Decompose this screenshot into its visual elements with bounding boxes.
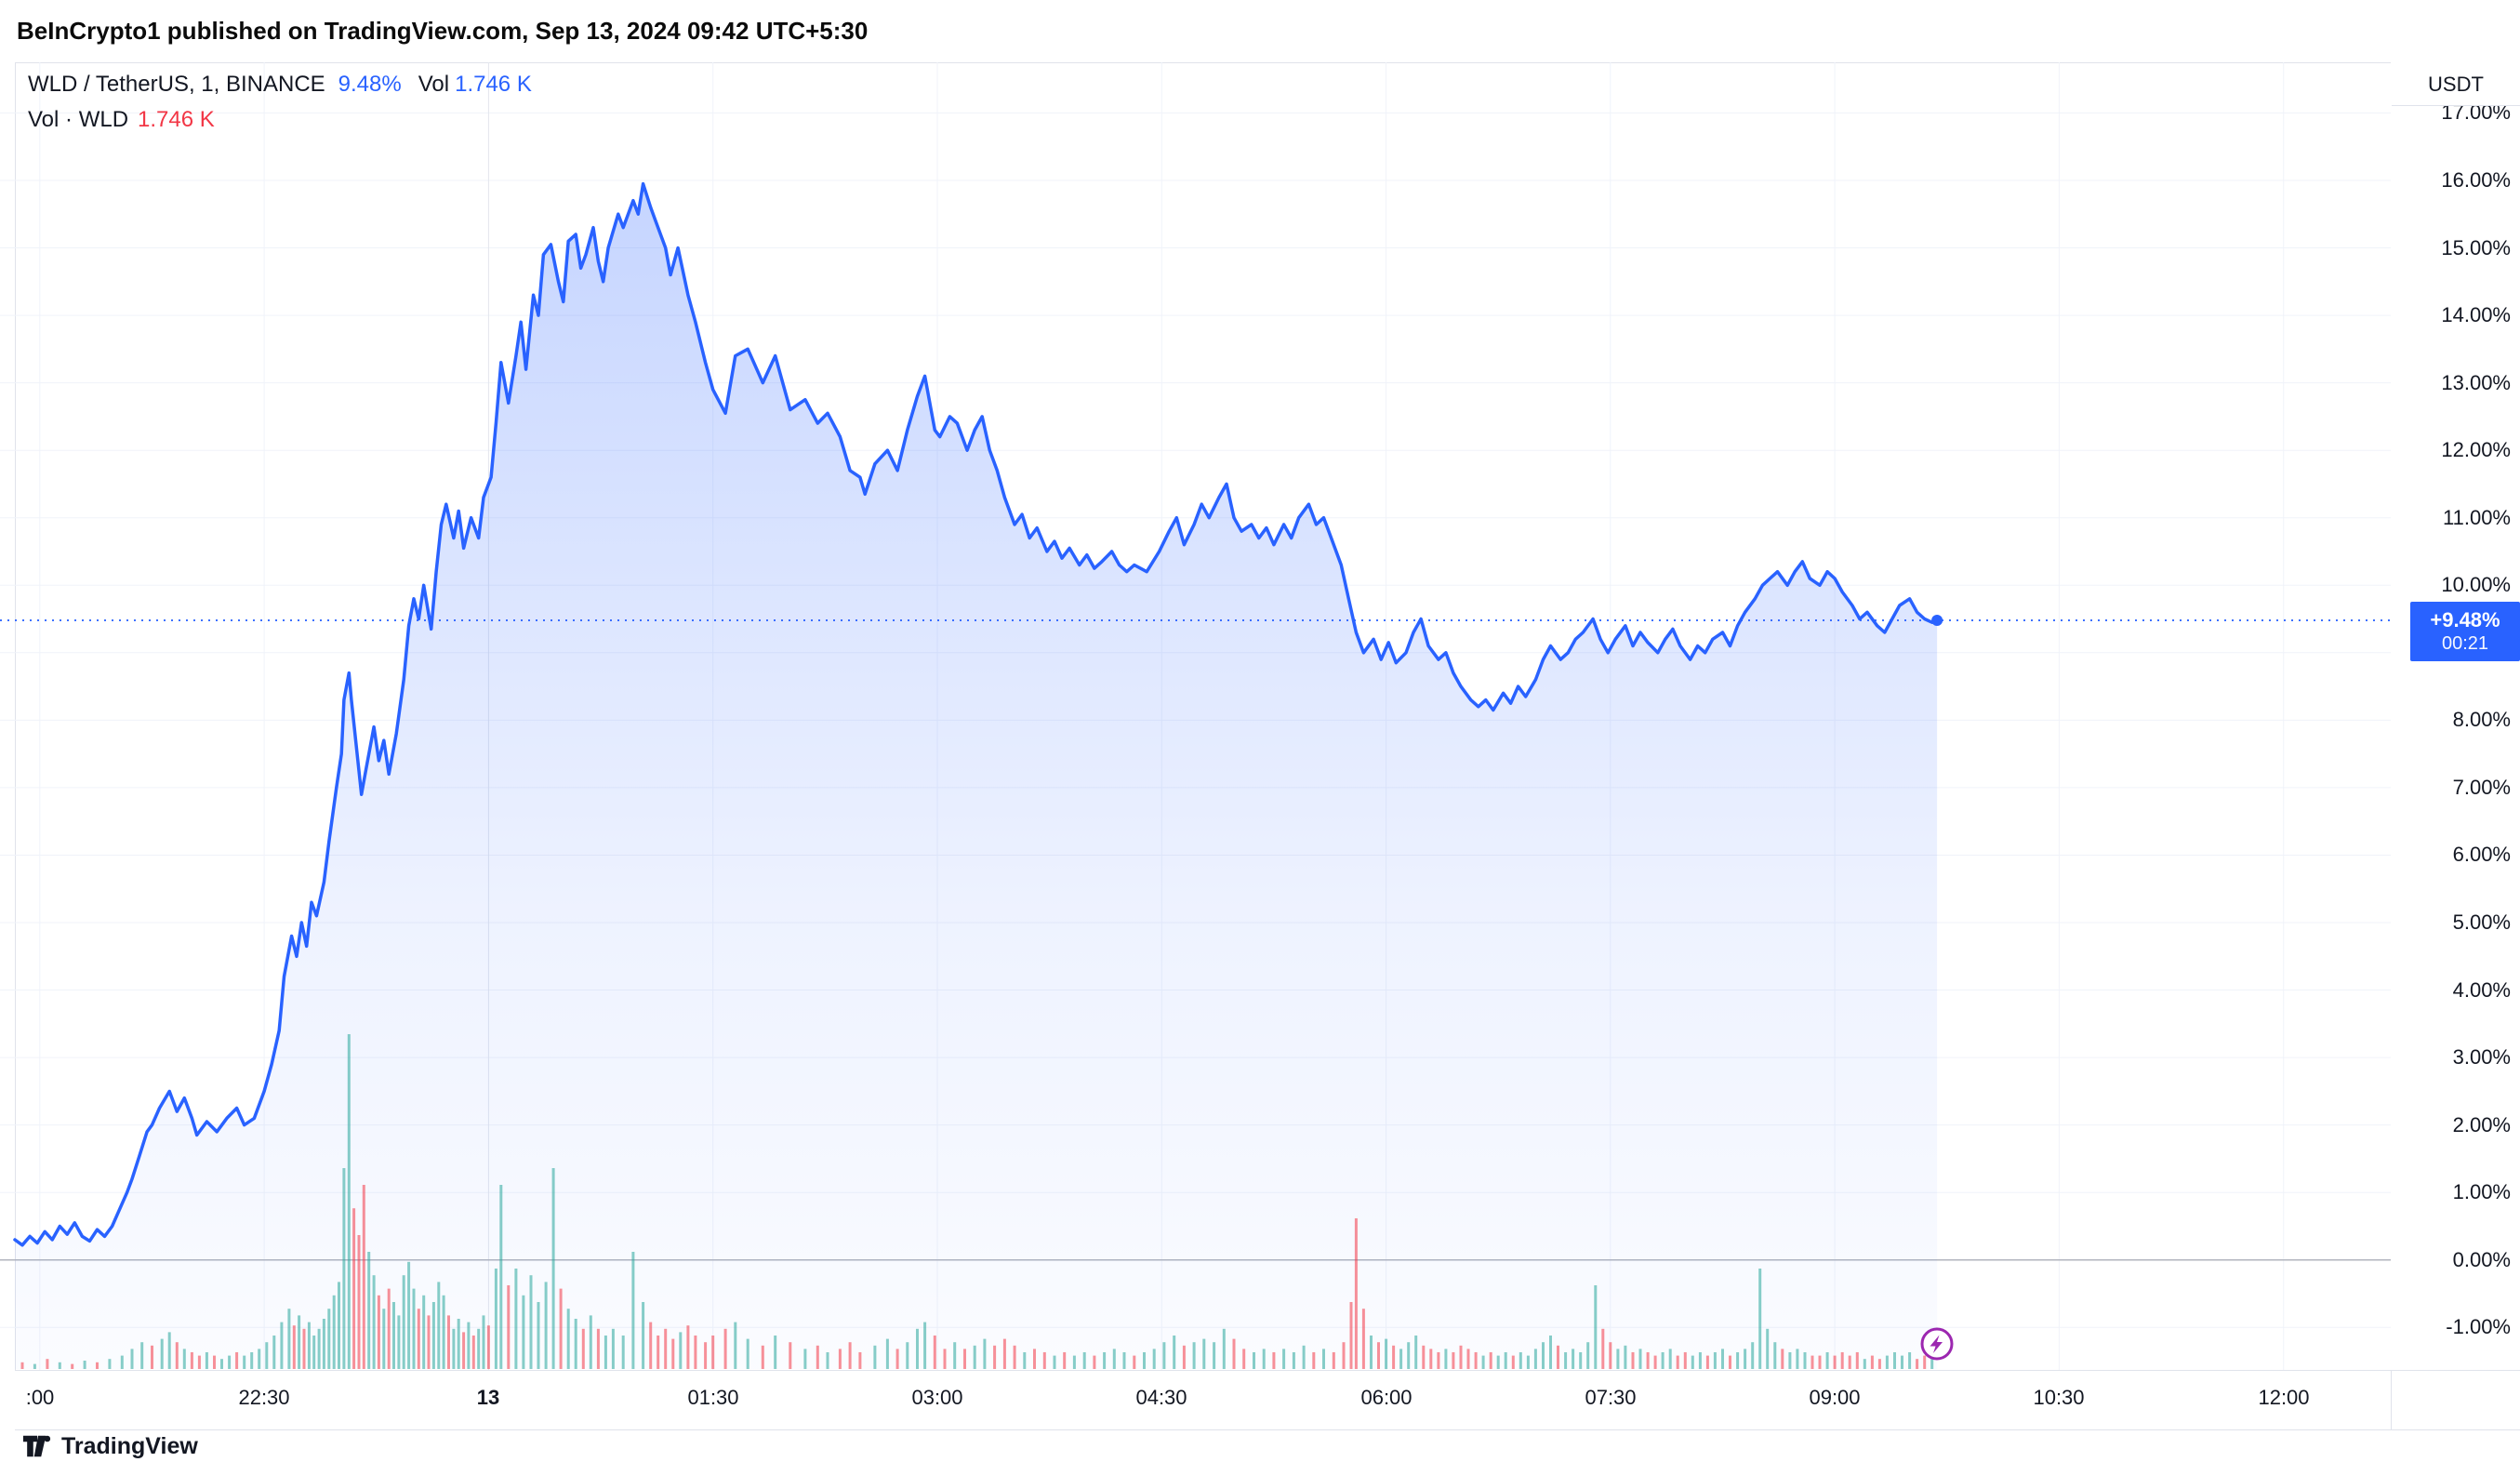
legend-row-volume: Vol · WLD 1.746 K — [28, 106, 532, 134]
time-axis[interactable]: :00 22:30 13 01:30 03:00 04:30 06:00 07:30 09:00… — [0, 1371, 2391, 1429]
time-tick-label: 09:00 — [1809, 1386, 1861, 1409]
volume-label: Vol — [418, 72, 450, 97]
price-tick-label: 10.00% — [2441, 573, 2511, 597]
price-tick-label: 4.00% — [2452, 977, 2511, 1002]
price-tick-label: 5.00% — [2452, 910, 2511, 934]
time-tick-label: 10:30 — [2033, 1386, 2085, 1409]
time-tick-label: 22:30 — [238, 1386, 290, 1409]
price-tick-label: 0.00% — [2452, 1247, 2511, 1271]
chart-border-bottom — [15, 1429, 2520, 1430]
price-tick-label: 7.00% — [2452, 775, 2511, 799]
price-tick-label: 6.00% — [2452, 843, 2511, 867]
time-axis-border — [15, 1370, 2520, 1371]
chart-border-left — [15, 62, 16, 1429]
time-tick-label: 12:00 — [2258, 1386, 2310, 1409]
time-tick-label: 13 — [476, 1386, 500, 1409]
current-price-value: +9.48% — [2430, 608, 2500, 631]
symbol-title[interactable]: WLD / TetherUS, 1, BINANCE — [28, 72, 325, 97]
flash-icon[interactable] — [1917, 1323, 1957, 1364]
time-tick-label: :00 — [25, 1386, 55, 1409]
volume-study-value: 1.746 K — [138, 107, 215, 132]
time-tick-label: 07:30 — [1585, 1386, 1637, 1409]
axis-corner-cell — [2392, 1371, 2520, 1429]
change-percent-value: 9.48% — [338, 72, 402, 97]
tradingview-attribution[interactable]: TradingView — [22, 1432, 198, 1460]
tradingview-wordmark: TradingView — [61, 1432, 198, 1459]
time-tick-label: 01:30 — [687, 1386, 739, 1409]
chart-border-top — [15, 62, 2520, 63]
chart-legend: WLD / TetherUS, 1, BINANCE 9.48% Vol 1.7… — [28, 71, 532, 134]
tradingview-logo-icon — [22, 1435, 51, 1457]
price-line — [13, 181, 1939, 1247]
volume-study-title[interactable]: Vol · WLD — [28, 107, 129, 132]
price-tick-label: 13.00% — [2441, 370, 2511, 394]
price-axis[interactable]: 17.00% 16.00% 15.00% 14.00% 13.00% 12.00% 11.0… — [2391, 62, 2520, 1370]
area-fill — [15, 183, 1938, 1370]
volume-bars — [20, 1034, 1934, 1369]
price-tick-label: 14.00% — [2441, 303, 2511, 327]
price-tick-label: 12.00% — [2441, 438, 2511, 462]
price-tick-label: 8.00% — [2452, 708, 2511, 732]
price-tick-label: 3.00% — [2452, 1045, 2511, 1070]
time-tick-label: 06:00 — [1360, 1386, 1413, 1409]
price-tick-label: 1.00% — [2452, 1180, 2511, 1204]
price-chart-plot[interactable] — [0, 62, 2391, 1370]
price-tick-label: 15.00% — [2441, 235, 2511, 259]
attribution-text: BeInCrypto1 published on TradingView.com… — [17, 17, 869, 45]
price-tick-label: -1.00% — [2446, 1315, 2511, 1339]
price-tick-label: 11.00% — [2443, 505, 2511, 529]
flash-icon-bolt — [1930, 1335, 1943, 1353]
last-price-dot — [1931, 615, 1943, 626]
bar-countdown: 00:21 — [2441, 633, 2489, 654]
time-tick-label: 04:30 — [1135, 1386, 1187, 1409]
price-tick-label: 2.00% — [2452, 1112, 2511, 1136]
current-price-label: +9.48% 00:21 — [2410, 602, 2520, 661]
price-tick-label: 16.00% — [2441, 167, 2511, 192]
volume-value: 1.746 K — [455, 72, 532, 97]
time-tick-label: 03:00 — [911, 1386, 963, 1409]
currency-toggle-usdt[interactable]: USDT — [2392, 63, 2520, 106]
legend-row-symbol: WLD / TetherUS, 1, BINANCE 9.48% Vol 1.7… — [28, 71, 532, 99]
